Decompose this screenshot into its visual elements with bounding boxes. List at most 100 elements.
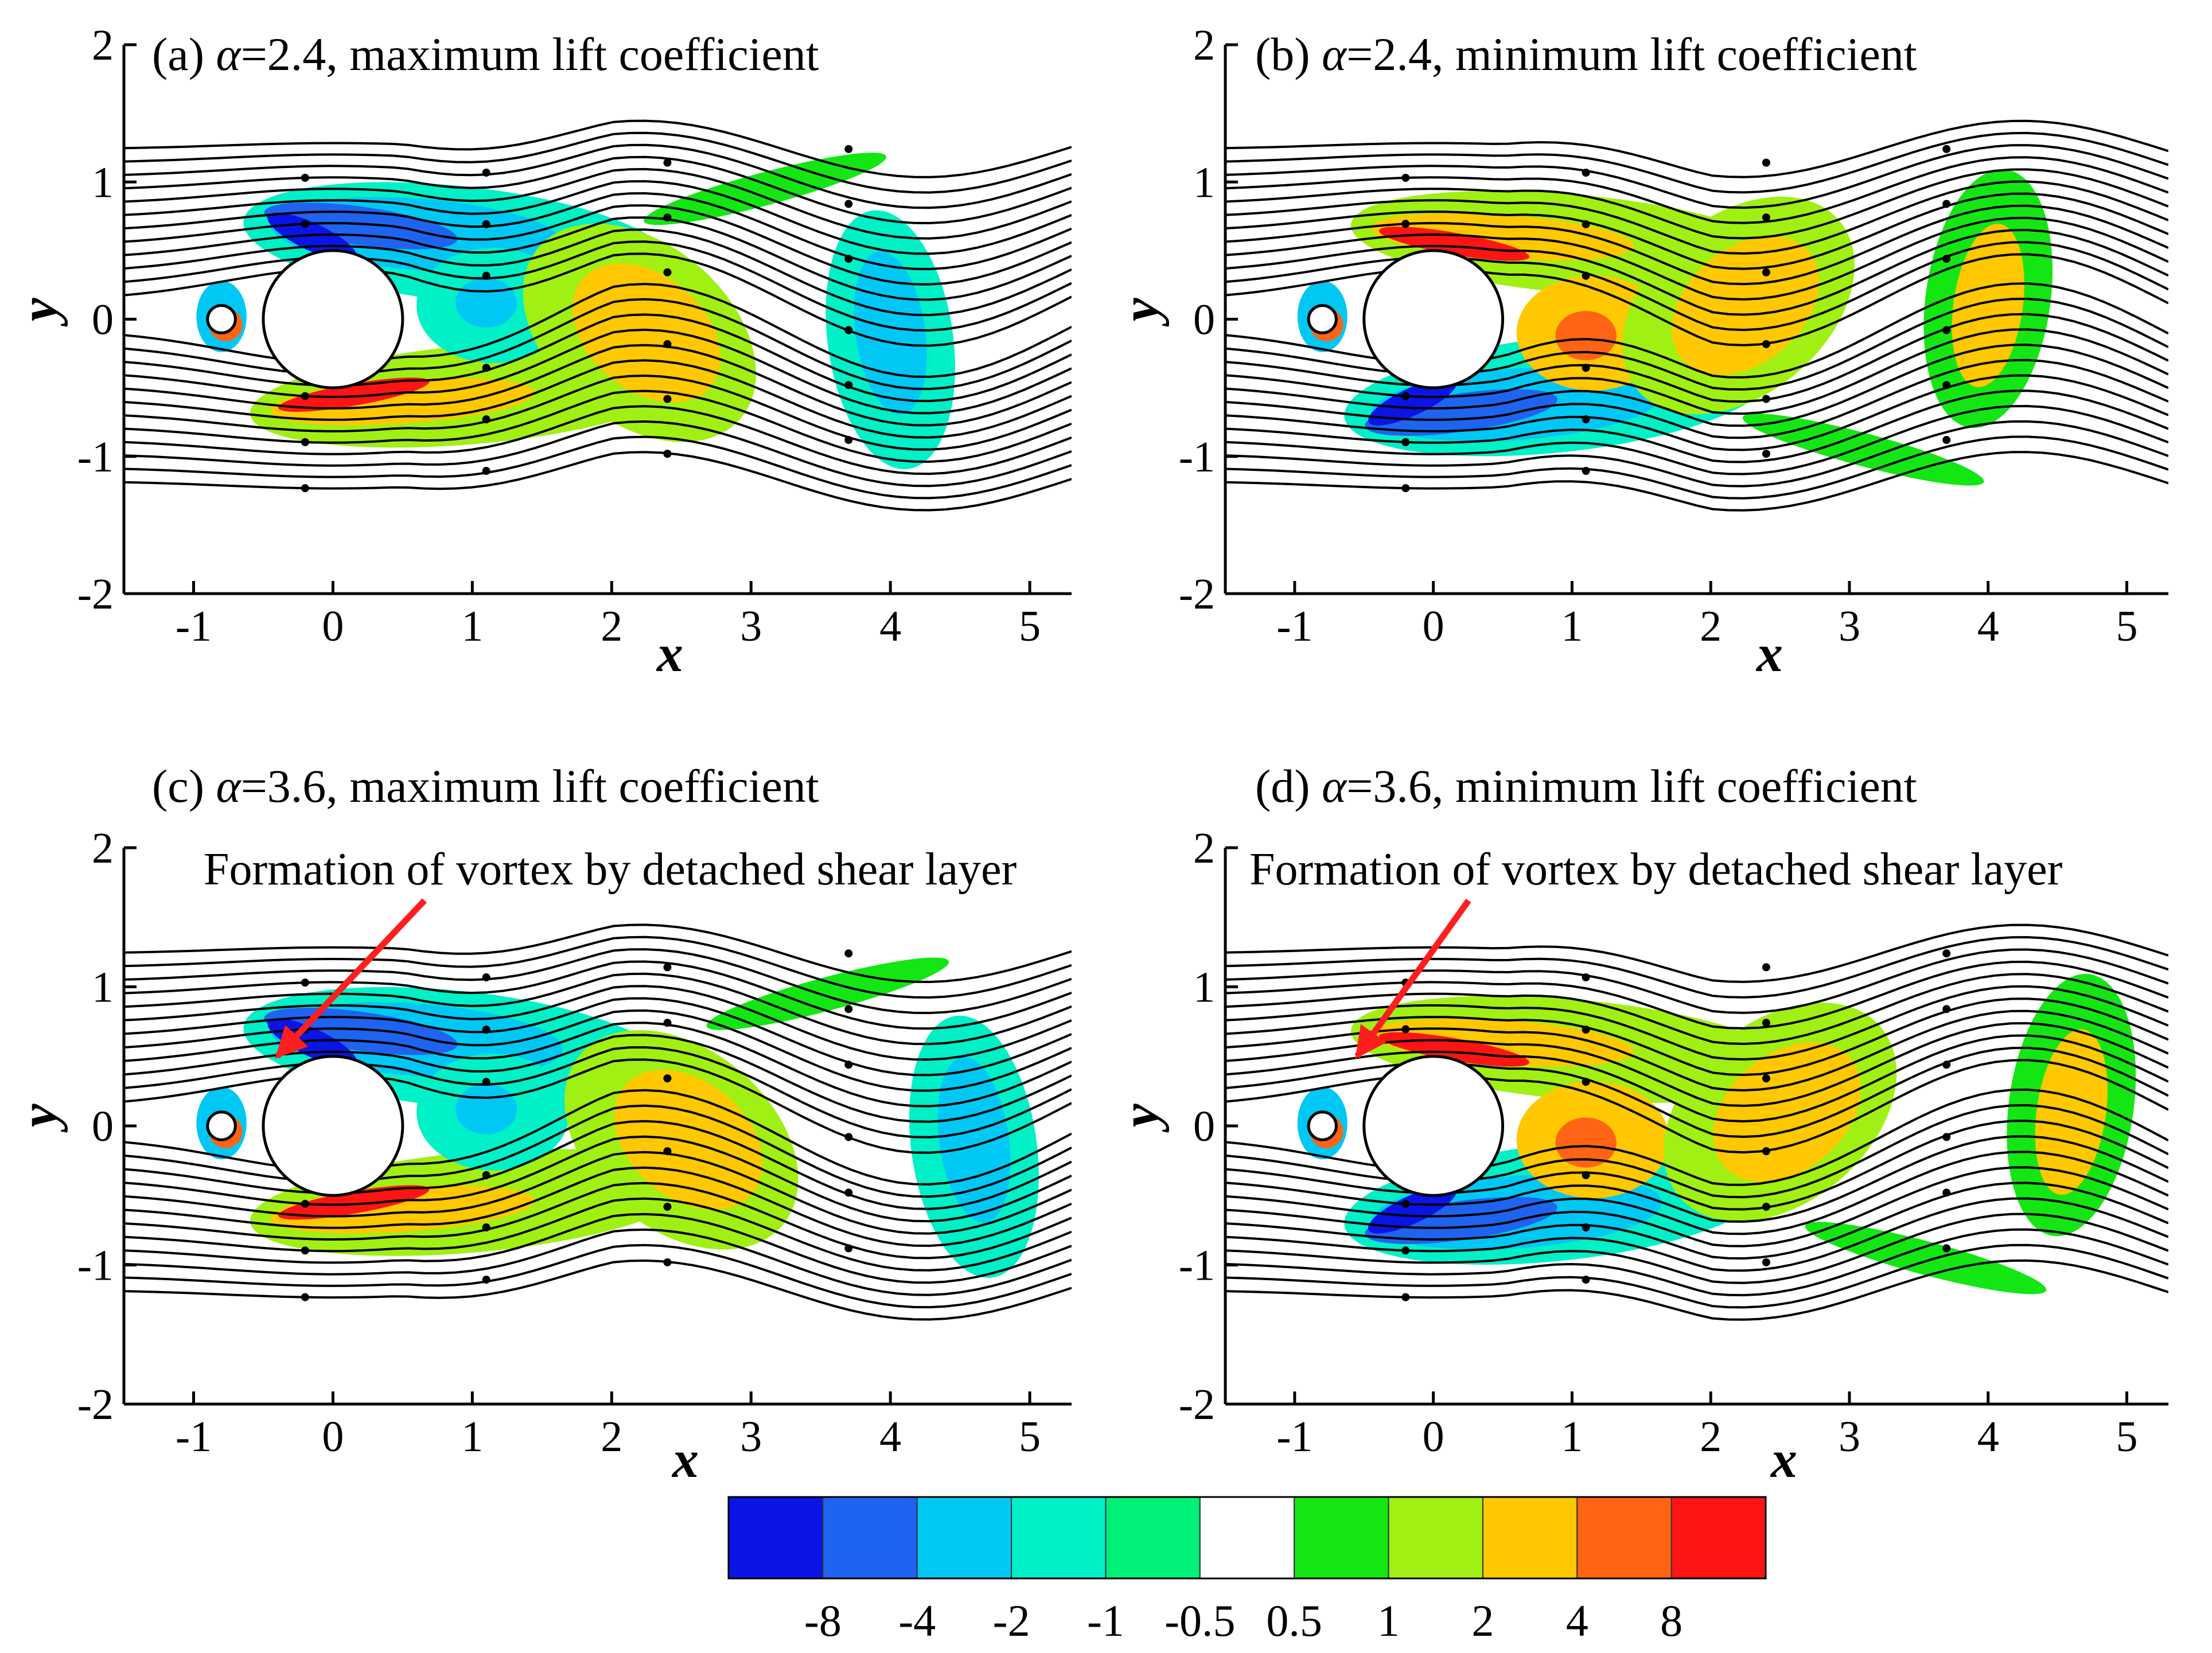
ytick-label-b: 0 bbox=[1193, 296, 1215, 344]
xtick-label-d: 1 bbox=[1561, 1413, 1583, 1461]
streamline-arrow-b-20 bbox=[1401, 174, 1410, 182]
streamline-a-6 bbox=[124, 359, 1072, 439]
streamline-arrow-a-10 bbox=[663, 340, 672, 348]
streamline-arrow-a-20 bbox=[301, 174, 309, 182]
ytick-label-c: 1 bbox=[92, 964, 114, 1012]
streamline-c-4 bbox=[124, 1197, 1072, 1272]
xtick-label-d: 4 bbox=[1977, 1413, 1999, 1461]
colorbar-swatch bbox=[1105, 1496, 1201, 1579]
streamline-c-22 bbox=[124, 935, 1072, 999]
xtick-label-b: -1 bbox=[1276, 602, 1313, 650]
colorbar-swatch bbox=[1670, 1496, 1767, 1579]
panel-b: -1 0 1 2 3 4 5 -2 -1 0 1 2 (b) α=2.4, minimum lift … bbox=[1111, 21, 2168, 683]
ytick-label-a: 1 bbox=[92, 158, 114, 206]
colorbar-swatch bbox=[728, 1496, 824, 1579]
xtick-label-b: 0 bbox=[1423, 602, 1444, 650]
streamline-d-0 bbox=[1225, 1259, 2168, 1321]
streamline-arrow-d-7 bbox=[1942, 1188, 1951, 1197]
streamline-arrow-d-5 bbox=[1582, 1223, 1590, 1231]
streamline-arrow-c-21 bbox=[482, 973, 490, 982]
streamline-b-17 bbox=[1225, 192, 2168, 270]
streamline-arrow-b-0 bbox=[1401, 484, 1410, 493]
colorbar-tick-label: 1 bbox=[1377, 1596, 1400, 1646]
streamline-a-0 bbox=[124, 451, 1072, 512]
streamline-c-3 bbox=[124, 1213, 1072, 1284]
streamline-b-9 bbox=[1225, 313, 2168, 403]
streamline-arrow-d-13 bbox=[1582, 1078, 1590, 1086]
streamline-arrow-c-5 bbox=[482, 1223, 490, 1231]
colorbar-swatch bbox=[1576, 1496, 1672, 1579]
streamline-d-9 bbox=[1225, 1120, 2168, 1211]
colorbar-swatch bbox=[1199, 1496, 1295, 1579]
streamline-arrow-c-22 bbox=[663, 963, 672, 972]
streamline-arrow-b-15 bbox=[1942, 255, 1951, 263]
streamline-arrow-b-5 bbox=[1582, 415, 1590, 424]
streamline-arrow-a-2 bbox=[663, 450, 672, 458]
cylinder-b-0 bbox=[1362, 249, 1505, 389]
colorbar-tick-label: 8 bbox=[1660, 1596, 1683, 1646]
xtick-label-d: 5 bbox=[2116, 1413, 2137, 1461]
streamline-b-3 bbox=[1225, 404, 2168, 475]
streamline-arrow-d-8 bbox=[1401, 1199, 1410, 1208]
streamline-arrow-c-9 bbox=[482, 1171, 490, 1179]
streamline-b-16 bbox=[1225, 204, 2168, 286]
streamline-a-7 bbox=[124, 344, 1072, 427]
streamline-b-13 bbox=[1225, 241, 2168, 332]
streamline-arrow-c-0 bbox=[301, 1293, 309, 1301]
ytick-label-a: -2 bbox=[77, 570, 114, 618]
vortex-d-upper-shear-peak bbox=[1368, 1185, 1457, 1234]
streamline-arrow-b-16 bbox=[1401, 220, 1410, 228]
streamline-b-20 bbox=[1225, 156, 2168, 224]
streamline-arrow-c-23 bbox=[844, 949, 853, 958]
streamline-c-10 bbox=[124, 1104, 1072, 1198]
streamline-arrow-c-17 bbox=[482, 1026, 490, 1034]
streamline-arrow-b-4 bbox=[1401, 438, 1410, 446]
streamline-b-18 bbox=[1225, 180, 2168, 255]
streamline-arrow-b-3 bbox=[1942, 436, 1951, 445]
streamline-arrow-a-23 bbox=[844, 145, 853, 153]
streamline-b-7 bbox=[1225, 344, 2168, 427]
ytick-label-c: 0 bbox=[92, 1102, 114, 1151]
streamline-d-8 bbox=[1225, 1135, 2168, 1223]
vortex-a-wake-bridge bbox=[644, 153, 886, 225]
colorbar: -8 -4 -2 -1 -0.5 0.5 1 2 4 8 bbox=[727, 1496, 1767, 1646]
colorbar-tick-label: 0.5 bbox=[1266, 1596, 1322, 1646]
xtick-label-a: 5 bbox=[1019, 602, 1041, 650]
ytick-label-b: 2 bbox=[1193, 21, 1215, 69]
ytick-label-d: 0 bbox=[1193, 1102, 1215, 1151]
streamline-a-10 bbox=[124, 298, 1072, 391]
streamline-d-2 bbox=[1225, 1228, 2168, 1297]
streamline-d-22 bbox=[1225, 935, 2168, 999]
xtick-label-c: 2 bbox=[601, 1413, 622, 1461]
streamline-a-13 bbox=[124, 240, 1072, 332]
panel-d: -1 0 1 2 3 4 5 -2 -1 0 1 2 (d) α=3.6, minimum lift … bbox=[1111, 760, 2168, 1488]
streamline-arrow-b-21 bbox=[1582, 168, 1590, 177]
ytick-label-a: -1 bbox=[77, 433, 114, 481]
xtick-label-a: 4 bbox=[879, 602, 901, 650]
xtick-label-a: 1 bbox=[461, 602, 483, 650]
ytick-label-d: 2 bbox=[1193, 824, 1215, 872]
xtick-label-c: 3 bbox=[740, 1413, 762, 1461]
streamline-arrow-b-17 bbox=[1582, 220, 1590, 228]
streamline-a-3 bbox=[124, 405, 1072, 475]
streamline-arrow-d-9 bbox=[1582, 1171, 1590, 1179]
streamline-c-0 bbox=[124, 1259, 1072, 1321]
panel-c: -1 0 1 2 3 4 5 -2 -1 0 1 2 (c) α=3.6, maximum lift … bbox=[9, 760, 1072, 1488]
streamline-arrow-d-14 bbox=[1762, 1074, 1770, 1083]
colorbar-swatch bbox=[1388, 1496, 1483, 1579]
panel-c-ylabel: y bbox=[9, 1103, 68, 1133]
ytick-label-c: 2 bbox=[92, 824, 114, 872]
streamline-d-7 bbox=[1225, 1151, 2168, 1235]
streamline-b-15 bbox=[1225, 216, 2168, 301]
panel-c-xlabel: x bbox=[671, 1430, 699, 1488]
xtick-label-c: 1 bbox=[461, 1413, 483, 1461]
ytick-label-c: -1 bbox=[77, 1242, 114, 1290]
xtick-label-c: 0 bbox=[322, 1413, 344, 1461]
streamline-a-22 bbox=[124, 131, 1072, 194]
streamline-arrow-d-16 bbox=[1401, 1025, 1410, 1034]
streamline-arrow-b-11 bbox=[1942, 326, 1951, 334]
streamline-a-19 bbox=[124, 167, 1072, 240]
streamline-arrow-c-14 bbox=[663, 1074, 672, 1083]
streamline-b-6 bbox=[1225, 358, 2168, 439]
streamline-a-5 bbox=[124, 374, 1072, 451]
